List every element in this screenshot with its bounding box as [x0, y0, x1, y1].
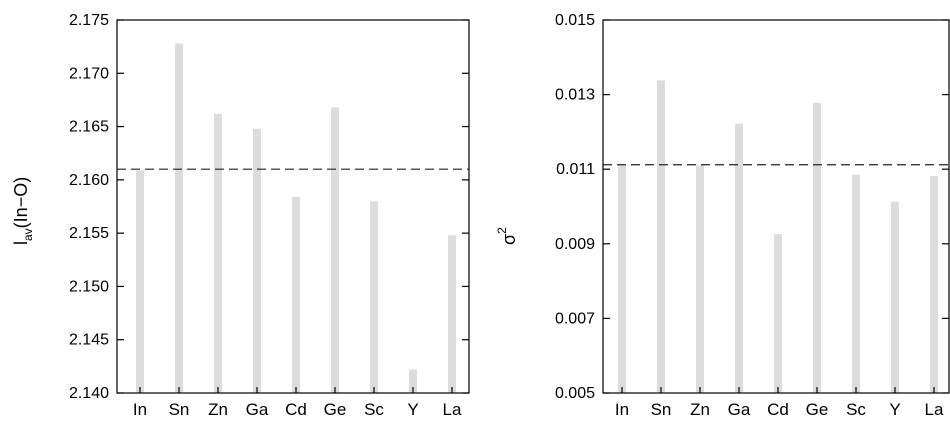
y-tick-label: 2.145: [69, 332, 109, 349]
bar-Ga: [735, 123, 743, 393]
y-tick-label: 2.165: [69, 119, 109, 136]
y-tick-label: 0.011: [556, 161, 595, 178]
bar-Sn: [657, 80, 665, 394]
y-tick-label: 2.155: [69, 225, 109, 242]
bar-Sn: [175, 43, 183, 394]
x-tick-label: Ge: [806, 400, 829, 419]
y-axis-label: σ2: [495, 227, 519, 245]
x-tick-label: Y: [889, 400, 900, 419]
x-tick-label: Cd: [285, 400, 307, 419]
bar-Y: [891, 201, 899, 393]
y-axis-label: lav(In−O): [11, 177, 35, 245]
bar-Ga: [253, 128, 261, 393]
y-tick-label: 0.013: [555, 87, 595, 104]
x-tick-label: Ga: [728, 400, 751, 419]
x-tick-label: Cd: [767, 400, 789, 419]
y-tick-label: 2.170: [69, 65, 109, 82]
bar-Sc: [370, 201, 378, 393]
x-tick-label: Y: [407, 400, 418, 419]
x-tick-label: Ge: [324, 400, 347, 419]
y-axis-label-rest: (In−O): [11, 177, 31, 229]
plot-frame: [602, 19, 950, 394]
y-axis-label-sup: 2: [495, 227, 509, 234]
plot-frame: [116, 19, 470, 394]
chart-panel-1: 2.140 2.145 2.150 2.155 2.160 2.165 2.170 2.175…: [11, 12, 470, 419]
chart-panel-2: 0.005 0.007 0.009 0.011 0.013 0.015 In Sn Zn Ga Cd…: [495, 12, 950, 419]
x-tick-label: Sc: [846, 400, 866, 419]
x-tick-label: In: [615, 400, 629, 419]
bar-In: [618, 165, 626, 393]
y-tick-label: 0.007: [555, 310, 595, 327]
bar-Ge: [331, 107, 339, 393]
bar-La: [448, 235, 456, 393]
bar-Zn: [696, 165, 704, 393]
y-tick-label: 0.009: [555, 236, 595, 253]
bar-La: [930, 175, 938, 393]
bar-Sc: [852, 174, 860, 393]
bar-Cd: [292, 196, 300, 393]
x-tick-label: In: [133, 400, 147, 419]
y-axis-label-sub: av: [21, 228, 35, 241]
x-tick-label: Sn: [169, 400, 190, 419]
y-tick-label: 2.175: [69, 12, 109, 29]
y-tick-label: 2.140: [69, 385, 109, 402]
bar-In: [136, 170, 144, 393]
bar-Cd: [774, 234, 782, 393]
y-tick-label: 0.005: [555, 385, 595, 402]
y-tick-label: 0.015: [555, 12, 595, 29]
bar-Zn: [214, 113, 222, 393]
x-tick-label: Zn: [208, 400, 228, 419]
y-tick-label: 2.160: [69, 172, 109, 189]
x-tick-label: Sc: [364, 400, 384, 419]
y-axis-label-main: σ: [499, 234, 519, 245]
bar-Ge: [813, 102, 821, 393]
y-axis-label-main: l: [11, 241, 31, 245]
x-tick-label: Sn: [651, 400, 672, 419]
x-tick-label: Ga: [246, 400, 269, 419]
x-tick-label: La: [925, 400, 944, 419]
bar-Y: [409, 369, 417, 393]
y-tick-label: 2.150: [69, 278, 109, 295]
x-tick-label: Zn: [690, 400, 710, 419]
x-tick-label: La: [443, 400, 462, 419]
